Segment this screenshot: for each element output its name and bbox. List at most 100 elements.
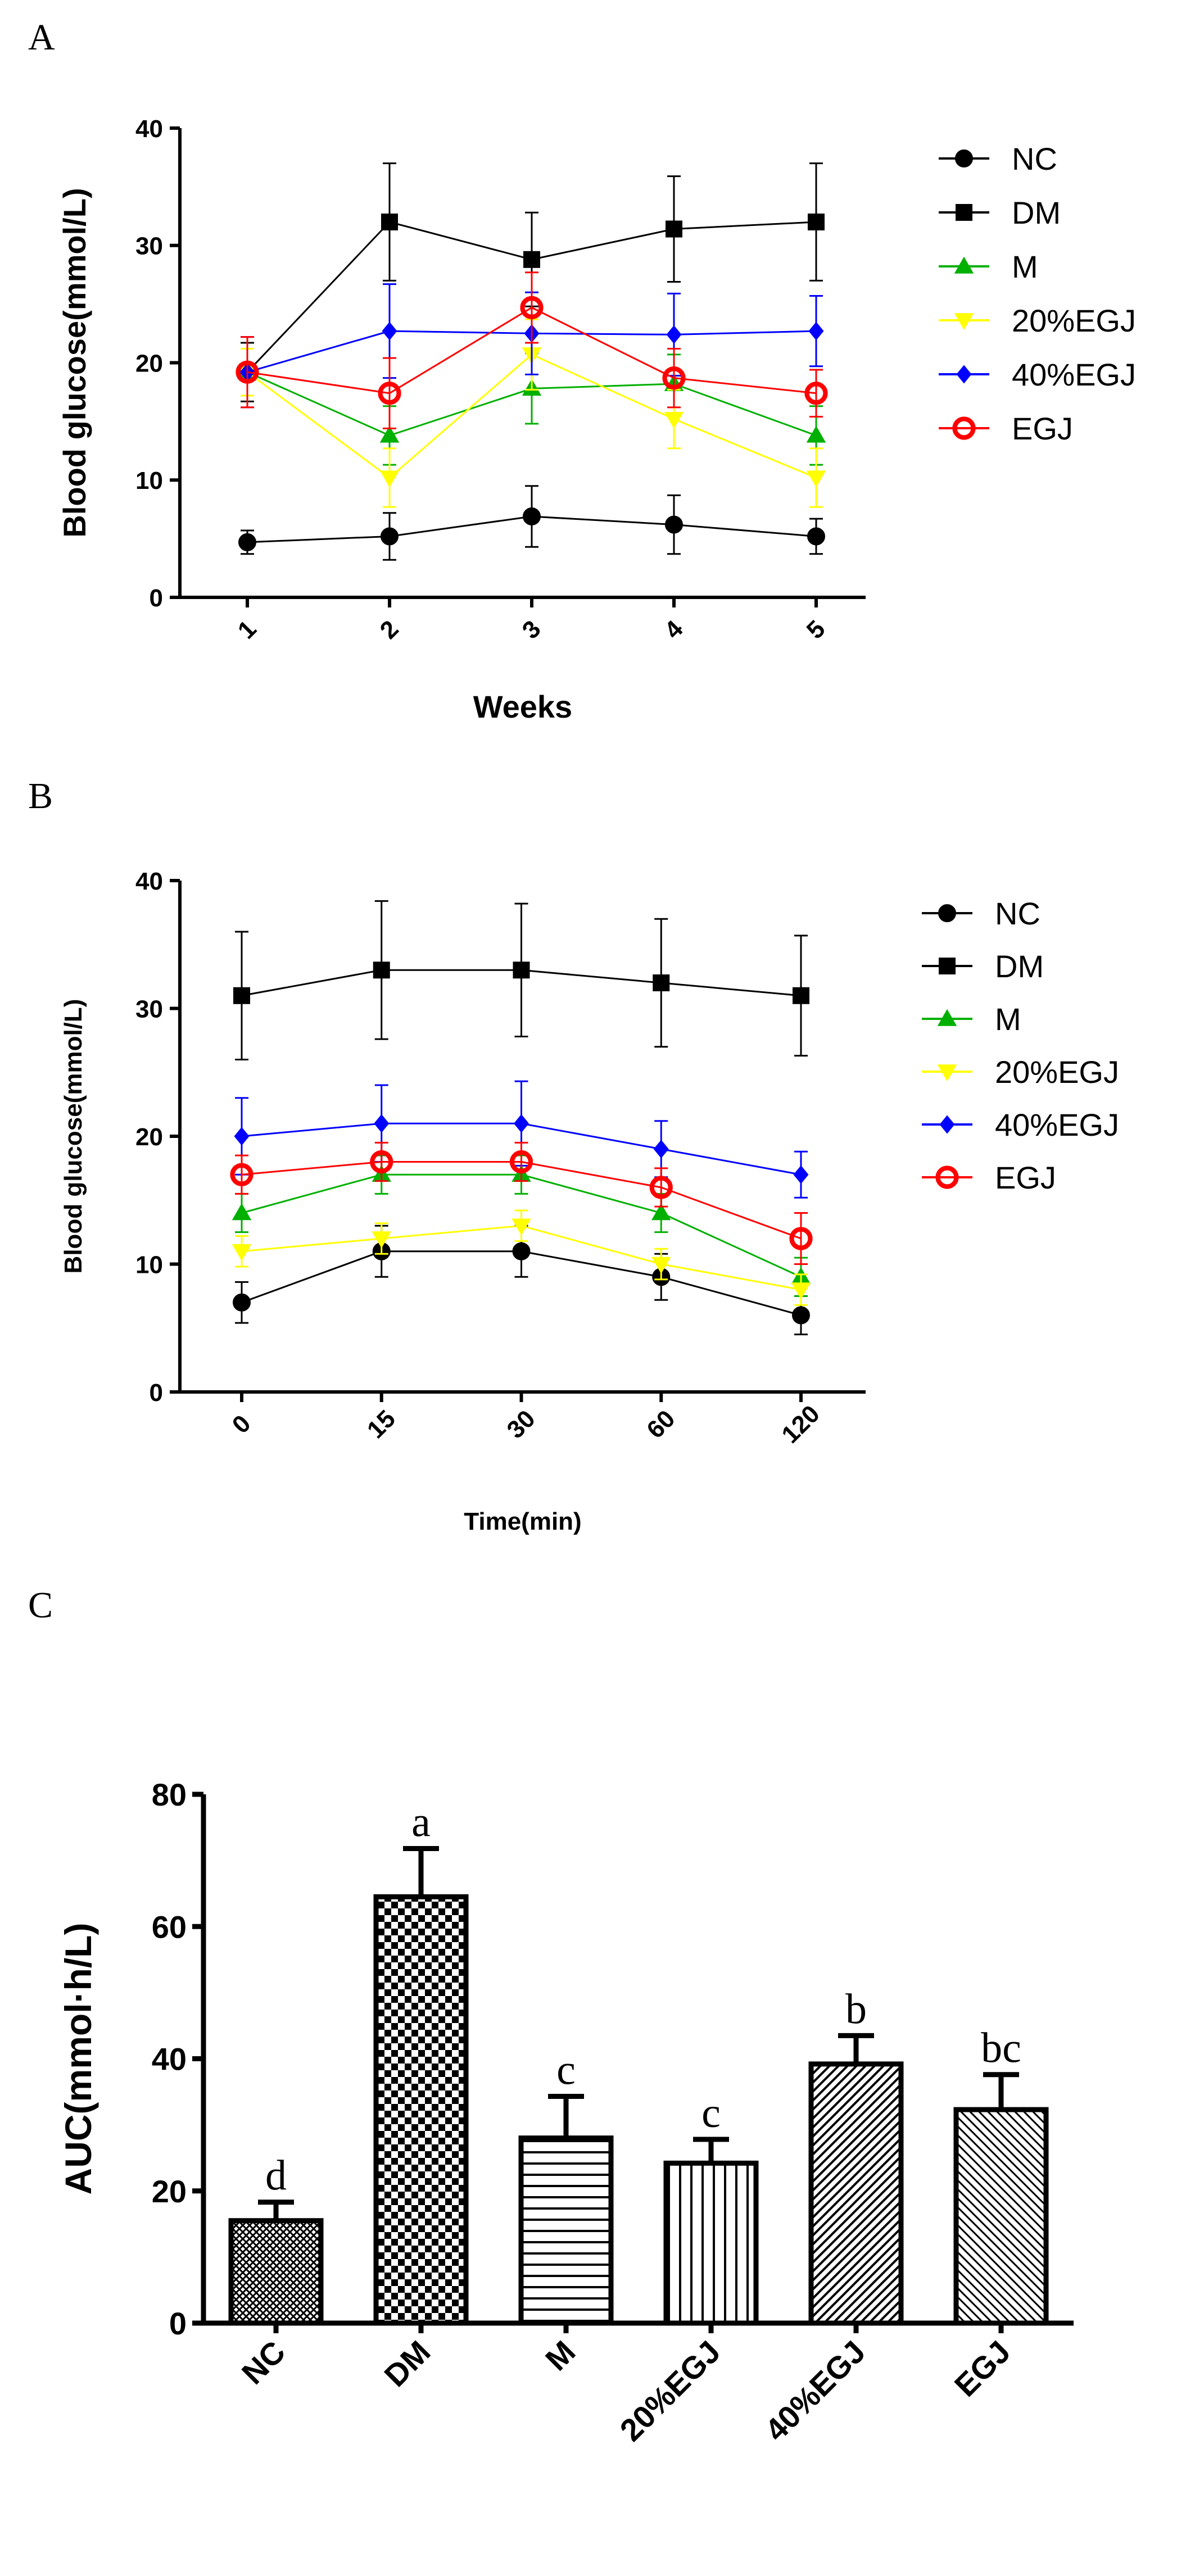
series-20pctegj xyxy=(232,1209,811,1306)
x-tick-label: 4 xyxy=(659,615,689,644)
x-tick-label: 120 xyxy=(776,1400,825,1449)
y-tick-label: 60 xyxy=(152,1909,187,1944)
data-point-40pctegj xyxy=(374,1114,390,1133)
data-point-20pctegj xyxy=(651,1257,671,1274)
data-point-40pctegj xyxy=(234,1127,250,1146)
legend-item-dm: DM xyxy=(939,195,1061,230)
data-point-40pctegj xyxy=(653,1140,669,1159)
y-tick-label: 30 xyxy=(135,995,163,1023)
x-tick-label: 2 xyxy=(375,615,404,645)
bar-group-dm: a DM xyxy=(373,1798,469,2393)
x-tick-label: 1 xyxy=(233,615,262,645)
bar-dm xyxy=(373,1894,469,2326)
y-axis-title: AUC(mmol·h/L) xyxy=(57,1923,99,2195)
data-point-m xyxy=(651,1203,671,1221)
legend-item-20pctegj: 20%EGJ xyxy=(922,1054,1119,1090)
legend-label: EGJ xyxy=(995,1160,1056,1195)
legend-item-egj: EGJ xyxy=(939,411,1073,446)
y-axis-title: Blood glucose(mmol/L) xyxy=(60,999,87,1274)
legend: NC DM M 20%EGJ 40%EGJ EGJ xyxy=(922,896,1119,1195)
legend-label: M xyxy=(1012,249,1038,284)
data-point-20pctegj xyxy=(372,1231,391,1249)
x-tick-label: EGJ xyxy=(948,2334,1017,2403)
significance-letter: bc xyxy=(981,2025,1021,2072)
x-axis-title: Weeks xyxy=(473,689,572,724)
legend-swatch-marker xyxy=(937,1009,957,1026)
data-point-40pctegj xyxy=(793,1165,809,1184)
series-nc xyxy=(238,485,825,561)
data-point-nc xyxy=(512,1242,531,1260)
y-tick-label: 20 xyxy=(135,1123,163,1151)
legend-item-40pctegj: 40%EGJ xyxy=(939,357,1136,392)
bar-egj xyxy=(953,2107,1049,2326)
y-tick-label: 40 xyxy=(135,868,163,895)
data-point-dm xyxy=(373,962,390,979)
legend-item-20pctegj: 20%EGJ xyxy=(939,303,1136,338)
y-axis-title: Blood glucose(mmol/L) xyxy=(57,188,92,537)
x-tick-label: 60 xyxy=(641,1405,680,1444)
bar-nc xyxy=(228,2218,324,2326)
legend-label: 20%EGJ xyxy=(1012,303,1136,338)
chart-a-weekly-glucose: 0 10 20 30 40 1 2 3 4 5 Weeks Blood glucose(mmol/L)… xyxy=(57,115,1136,724)
data-point-egj xyxy=(662,366,686,390)
series-dm xyxy=(233,900,809,1060)
x-tick-label: 5 xyxy=(802,615,831,645)
x-tick-label: NC xyxy=(235,2334,292,2391)
data-point-m xyxy=(806,425,826,443)
x-tick-label: 30 xyxy=(502,1405,541,1444)
x-tick-label: M xyxy=(538,2334,582,2378)
data-point-nc xyxy=(238,533,256,551)
data-point-dm xyxy=(523,251,540,268)
x-tick-label: 40%EGJ xyxy=(758,2334,872,2448)
y-tick-label: 0 xyxy=(150,1379,163,1407)
legend-item-nc: NC xyxy=(939,141,1057,176)
data-point-dm xyxy=(381,214,398,230)
legend-item-m: M xyxy=(939,249,1038,284)
data-point-egj xyxy=(509,1150,533,1174)
x-tick-label: 0 xyxy=(227,1410,256,1439)
data-point-20pctegj xyxy=(232,1244,252,1261)
x-tick-label: 3 xyxy=(517,615,546,645)
significance-letter: d xyxy=(265,2152,287,2199)
data-point-egj xyxy=(370,1150,393,1174)
chart-b-ogtt: 0 10 20 30 40 0 15 30 60 120 Time(min) Blood glucos… xyxy=(60,868,1119,1535)
legend-label: NC xyxy=(995,896,1040,931)
series-egj xyxy=(236,271,828,429)
legend-label: EGJ xyxy=(1012,411,1073,446)
legend-label: 20%EGJ xyxy=(995,1054,1119,1090)
significance-letter: c xyxy=(701,2089,721,2137)
data-point-20pctegj xyxy=(806,470,826,488)
x-axis-title: Time(min) xyxy=(464,1508,581,1535)
data-point-20pctegj xyxy=(379,470,400,488)
bar-40pctegj xyxy=(808,2061,904,2326)
legend-swatch-marker xyxy=(955,149,973,167)
y-tick-label: 30 xyxy=(135,233,163,260)
legend-swatch-marker xyxy=(956,365,972,384)
bar-m xyxy=(518,2135,614,2326)
legend-swatch-marker xyxy=(938,904,956,922)
legend-swatch-marker xyxy=(937,1064,957,1082)
bar-group-20pctegj: c 20%EGJ xyxy=(613,2089,759,2448)
y-tick-label: 20 xyxy=(135,350,163,377)
legend-swatch-marker xyxy=(952,416,976,440)
legend-swatch-marker xyxy=(939,1115,955,1134)
data-point-dm xyxy=(653,974,670,991)
legend-swatch-marker xyxy=(956,204,972,221)
data-point-40pctegj xyxy=(514,1114,529,1133)
data-point-egj xyxy=(649,1176,673,1199)
legend: NC DM M 20%EGJ 40%EGJ EGJ xyxy=(939,141,1136,446)
y-tick-label: 80 xyxy=(152,1777,187,1812)
series-40pctegj xyxy=(234,1080,809,1199)
data-point-nc xyxy=(381,527,399,546)
data-point-40pctegj xyxy=(382,321,397,341)
data-point-nc xyxy=(665,515,683,534)
data-point-40pctegj xyxy=(666,325,682,344)
legend-label: 40%EGJ xyxy=(995,1107,1119,1142)
bar-20pctegj xyxy=(663,2160,759,2326)
panel-label-a: A xyxy=(28,17,55,58)
legend-label: DM xyxy=(995,949,1044,984)
data-point-egj xyxy=(804,382,828,405)
legend-item-m: M xyxy=(922,1001,1021,1037)
